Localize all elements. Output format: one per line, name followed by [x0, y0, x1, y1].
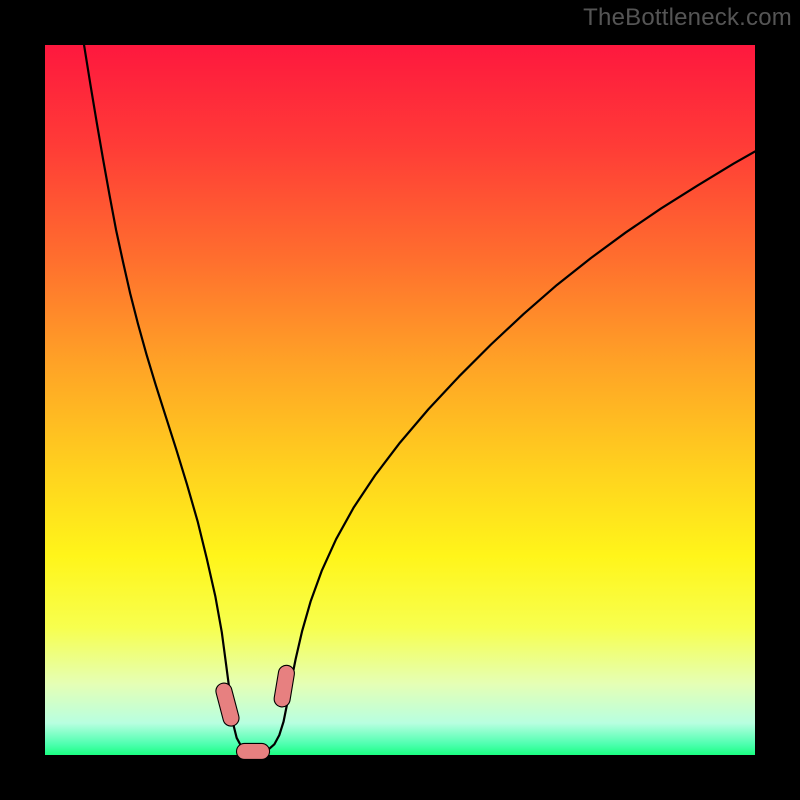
watermark-text: TheBottleneck.com	[583, 4, 792, 32]
bottleneck-chart	[0, 0, 800, 800]
chart-container: TheBottleneck.com	[0, 0, 800, 800]
